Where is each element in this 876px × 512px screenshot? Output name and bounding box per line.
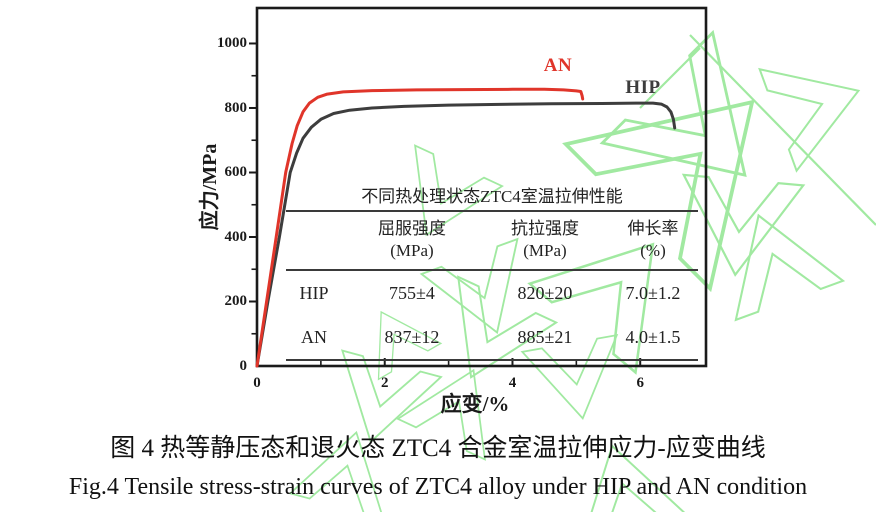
cell-elongation: 4.0±1.5	[625, 326, 681, 347]
inset-table: 不同热处理状态ZTC4室温拉伸性能 屈服强度 (MPa) 抗拉强度 (MPa) …	[286, 184, 698, 361]
series-label-hip: HIP	[625, 77, 661, 98]
table-row: HIP 755±4 820±20 7.0±1.2	[286, 270, 698, 315]
figure-caption-en: Fig.4 Tensile stress-strain curves of ZT…	[68, 474, 808, 500]
header-name: 抗拉强度	[511, 219, 579, 238]
cell-yield: 837±12	[384, 326, 440, 347]
curve-hip	[255, 101, 677, 368]
inset-header-elongation: 伸长率 (%)	[608, 211, 698, 270]
y-tick-label: 400	[224, 228, 248, 245]
cell-tensile: 885±21	[517, 326, 573, 347]
cell-yield: 755±4	[389, 282, 435, 303]
y-axis-title: 应力/MPa	[199, 143, 221, 231]
y-tick-label: 1000	[217, 35, 247, 52]
figure-caption-cn: 图 4 热等静压态和退火态 ZTC4 合金室温拉伸应力-应变曲线	[110, 435, 766, 462]
header-unit: (MPa)	[390, 241, 434, 260]
cell-tensile: 820±20	[517, 282, 573, 303]
inset-header-yield: 屈服强度 (MPa)	[342, 211, 482, 270]
y-tick-label: 800	[224, 99, 248, 116]
inset-header-blank	[286, 211, 342, 270]
header-name: 屈服强度	[378, 219, 446, 238]
x-tick-label: 4	[508, 375, 517, 391]
cell-elongation: 7.0±1.2	[625, 282, 681, 303]
x-tick-label: 6	[636, 375, 644, 391]
y-tick-label: 600	[224, 164, 248, 181]
plot-frame	[255, 6, 708, 368]
curve-an	[255, 87, 585, 368]
y-tick-label: 0	[239, 358, 248, 374]
series-label-an: AN	[543, 55, 573, 76]
x-tick-label: 2	[380, 375, 389, 391]
x-tick-label: 0	[253, 375, 261, 391]
header-unit: (MPa)	[523, 241, 567, 260]
table-row: AN 837±12 885±21 4.0±1.5	[286, 315, 698, 360]
y-tick-label: 200	[224, 293, 248, 310]
inset-header-row: 屈服强度 (MPa) 抗拉强度 (MPa) 伸长率 (%)	[286, 211, 698, 270]
row-label: HIP	[299, 282, 329, 303]
inset-table-title: 不同热处理状态ZTC4室温拉伸性能	[361, 187, 623, 206]
inset-header-tensile: 抗拉强度 (MPa)	[482, 211, 608, 270]
header-unit: (%)	[640, 241, 666, 260]
row-label: AN	[301, 326, 327, 347]
header-name: 伸长率	[627, 219, 679, 238]
x-axis-title: 应变/%	[440, 392, 510, 416]
